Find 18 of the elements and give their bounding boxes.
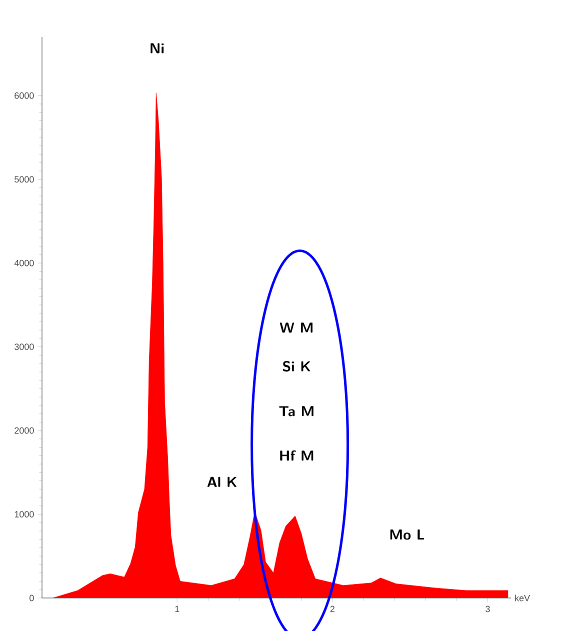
y-tick-label: 6000 xyxy=(14,92,34,99)
annotation: W M xyxy=(280,322,312,333)
x-tick-label: 3 xyxy=(486,606,490,612)
annotation: Ta M xyxy=(279,406,314,416)
y-tick-label: 4000 xyxy=(14,260,34,266)
annotation: Al K xyxy=(207,476,236,487)
x-tick-label: 1 xyxy=(175,606,180,612)
y-tick-label: 5000 xyxy=(14,176,34,183)
x-axis-title: keV xyxy=(515,594,530,602)
annotation: Si K xyxy=(282,361,310,372)
annotation: Ni xyxy=(150,43,164,54)
y-tick-label: 0 xyxy=(30,594,34,602)
annotation: Hf M xyxy=(280,450,314,461)
y-tick-label: 1000 xyxy=(14,511,34,518)
annotation: Mo L xyxy=(390,530,424,540)
y-tick-label: 2000 xyxy=(14,427,34,434)
y-tick-label: 3000 xyxy=(14,344,34,350)
x-tick-label: 2 xyxy=(330,606,334,612)
